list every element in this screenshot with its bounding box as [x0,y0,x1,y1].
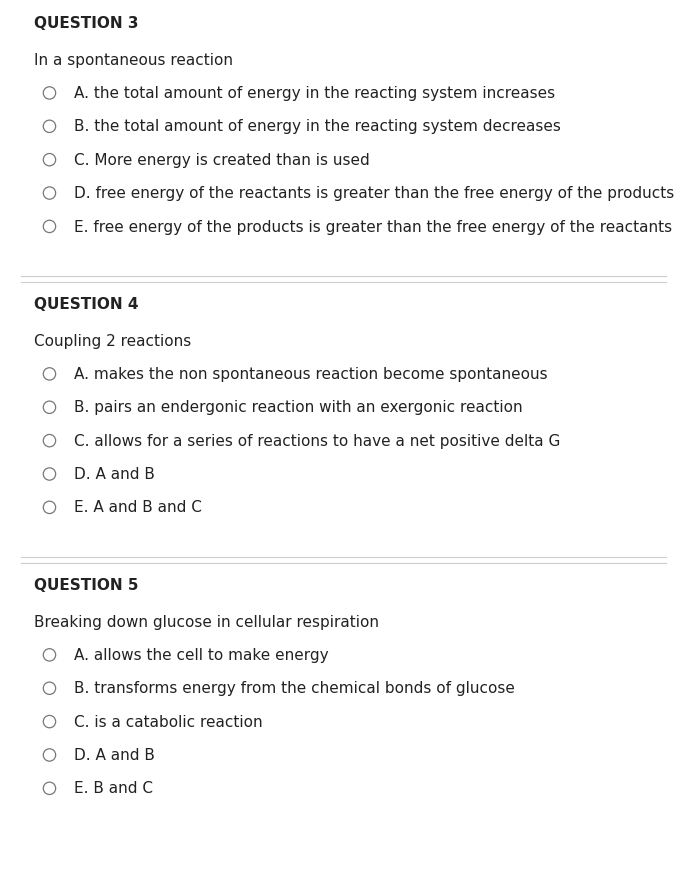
Text: A. allows the cell to make energy: A. allows the cell to make energy [74,647,329,662]
Text: In a spontaneous reaction: In a spontaneous reaction [34,53,234,68]
Text: A. makes the non spontaneous reaction become spontaneous: A. makes the non spontaneous reaction be… [74,367,548,381]
Text: Breaking down glucose in cellular respiration: Breaking down glucose in cellular respir… [34,614,379,629]
Text: A. the total amount of energy in the reacting system increases: A. the total amount of energy in the rea… [74,86,555,101]
Text: QUESTION 4: QUESTION 4 [34,296,139,311]
Text: C. is a catabolic reaction: C. is a catabolic reaction [74,714,263,729]
Text: C. More energy is created than is used: C. More energy is created than is used [74,153,370,168]
Text: QUESTION 3: QUESTION 3 [34,16,139,31]
Text: B. pairs an endergonic reaction with an exergonic reaction: B. pairs an endergonic reaction with an … [74,400,523,415]
Text: D. A and B: D. A and B [74,467,155,481]
Text: C. allows for a series of reactions to have a net positive delta G: C. allows for a series of reactions to h… [74,433,561,448]
Text: B. transforms energy from the chemical bonds of glucose: B. transforms energy from the chemical b… [74,681,515,695]
Text: E. B and C: E. B and C [74,781,153,795]
Text: E. A and B and C: E. A and B and C [74,500,202,515]
Text: B. the total amount of energy in the reacting system decreases: B. the total amount of energy in the rea… [74,119,561,134]
Text: E. free energy of the products is greater than the free energy of the reactants: E. free energy of the products is greate… [74,219,673,234]
Text: D. A and B: D. A and B [74,747,155,762]
Text: D. free energy of the reactants is greater than the free energy of the products: D. free energy of the reactants is great… [74,186,675,201]
Text: Coupling 2 reactions: Coupling 2 reactions [34,333,192,348]
Text: QUESTION 5: QUESTION 5 [34,577,139,592]
